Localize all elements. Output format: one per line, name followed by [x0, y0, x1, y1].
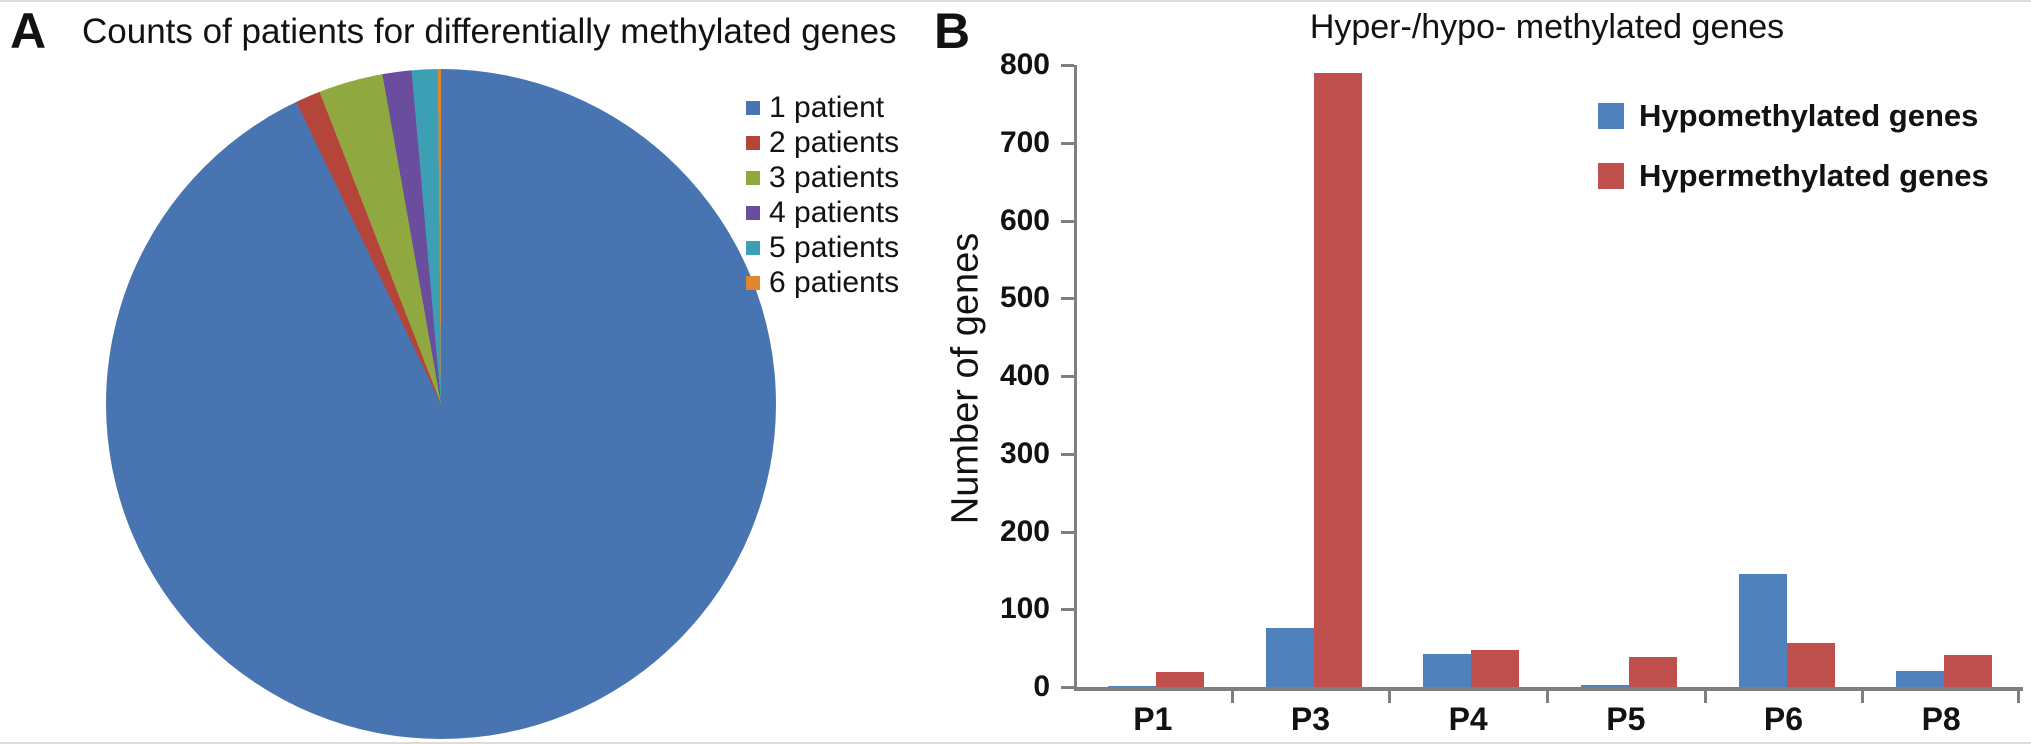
- bar-legend: Hypomethylated genes Hypermethylated gene…: [1598, 98, 1989, 218]
- legend-label: 1 patient: [769, 90, 885, 124]
- panel-a-label: A: [10, 3, 47, 59]
- legend-swatch: [746, 205, 760, 220]
- y-tick-mark: [1061, 530, 1074, 534]
- bar-hypomethylated: [1265, 628, 1314, 687]
- bar-hypermethylated: [1786, 643, 1835, 687]
- x-tick-mark: [1230, 689, 1234, 703]
- x-axis-label: P1: [1133, 701, 1173, 737]
- x-axis-label: P3: [1290, 701, 1331, 737]
- bar-hypomethylated: [1107, 686, 1156, 687]
- y-axis-label: Number of genes: [944, 232, 987, 525]
- legend-label: Hypomethylated genes: [1639, 98, 1979, 133]
- bar-legend-item: Hypomethylated genes: [1598, 98, 1989, 134]
- pie-legend-item: 1 patient: [746, 90, 899, 125]
- legend-swatch: [746, 170, 760, 185]
- bar-chart-title: Hyper-/hypo- methylated genes: [1309, 8, 1785, 46]
- bar-hypomethylated: [1738, 574, 1787, 687]
- x-tick-mark: [1388, 689, 1392, 703]
- y-tick-mark: [1061, 608, 1074, 612]
- pie-legend-item: 5 patients: [746, 230, 899, 265]
- y-tick-mark: [1061, 141, 1074, 145]
- y-tick-label: 700: [999, 125, 1050, 159]
- y-tick-mark: [1061, 64, 1074, 67]
- y-tick-mark: [1061, 219, 1074, 223]
- legend-swatch: [746, 135, 760, 150]
- y-tick-mark: [1061, 375, 1074, 378]
- bar-legend-item: Hypermethylated genes: [1598, 158, 1989, 194]
- legend-swatch: [746, 100, 760, 115]
- bar-hypermethylated: [1313, 73, 1362, 687]
- legend-swatch: [1598, 103, 1624, 129]
- panel-b-label: B: [934, 3, 971, 59]
- pie-legend-item: 3 patients: [746, 160, 899, 195]
- pie-legend: 1 patient 2 patients 3 patients 4 patients 5…: [746, 90, 899, 300]
- pie-legend-item: 6 patients: [746, 265, 899, 300]
- x-axis-label: P5: [1606, 701, 1646, 737]
- y-tick-label: 0: [1033, 670, 1050, 703]
- pie-chart-title: Counts of patients for differentially me…: [82, 12, 897, 51]
- y-tick-mark: [1061, 297, 1074, 301]
- pie-legend-item: 4 patients: [746, 195, 899, 230]
- bar-hypermethylated: [1471, 650, 1520, 687]
- legend-swatch: [746, 275, 760, 290]
- bar-hypermethylated: [1944, 655, 1993, 687]
- x-axis-label: P8: [1921, 701, 1961, 737]
- pie-legend-item: 2 patients: [746, 125, 899, 160]
- x-tick-mark: [2017, 689, 2020, 703]
- figure-top-border: [0, 0, 2031, 2]
- y-tick-label: 100: [999, 592, 1050, 626]
- y-tick-mark: [1061, 452, 1074, 456]
- legend-swatch: [1598, 163, 1624, 189]
- y-tick-mark: [1061, 686, 1074, 689]
- pie-chart: [106, 69, 776, 739]
- bar-hypermethylated: [1628, 657, 1677, 687]
- legend-label: 3 patients: [769, 160, 900, 194]
- x-axis-label: P4: [1448, 701, 1488, 737]
- bar-hypermethylated: [1155, 672, 1204, 687]
- bar-chart-plot-area: [1074, 65, 2023, 691]
- x-tick-mark: [1861, 689, 1865, 703]
- x-axis-label: P6: [1763, 701, 1804, 737]
- legend-swatch: [746, 240, 760, 255]
- legend-label: Hypermethylated genes: [1639, 158, 1989, 193]
- legend-label: 5 patients: [769, 230, 900, 264]
- figure-bottom-border: [0, 742, 2031, 744]
- bar-hypomethylated: [1423, 654, 1472, 687]
- x-tick-mark: [1546, 689, 1549, 703]
- legend-label: 6 patients: [769, 265, 900, 299]
- bar-hypomethylated: [1896, 671, 1945, 687]
- bar-hypomethylated: [1580, 685, 1629, 687]
- x-tick-mark: [1703, 689, 1707, 703]
- legend-label: 4 patients: [769, 195, 900, 229]
- legend-label: 2 patients: [769, 125, 900, 159]
